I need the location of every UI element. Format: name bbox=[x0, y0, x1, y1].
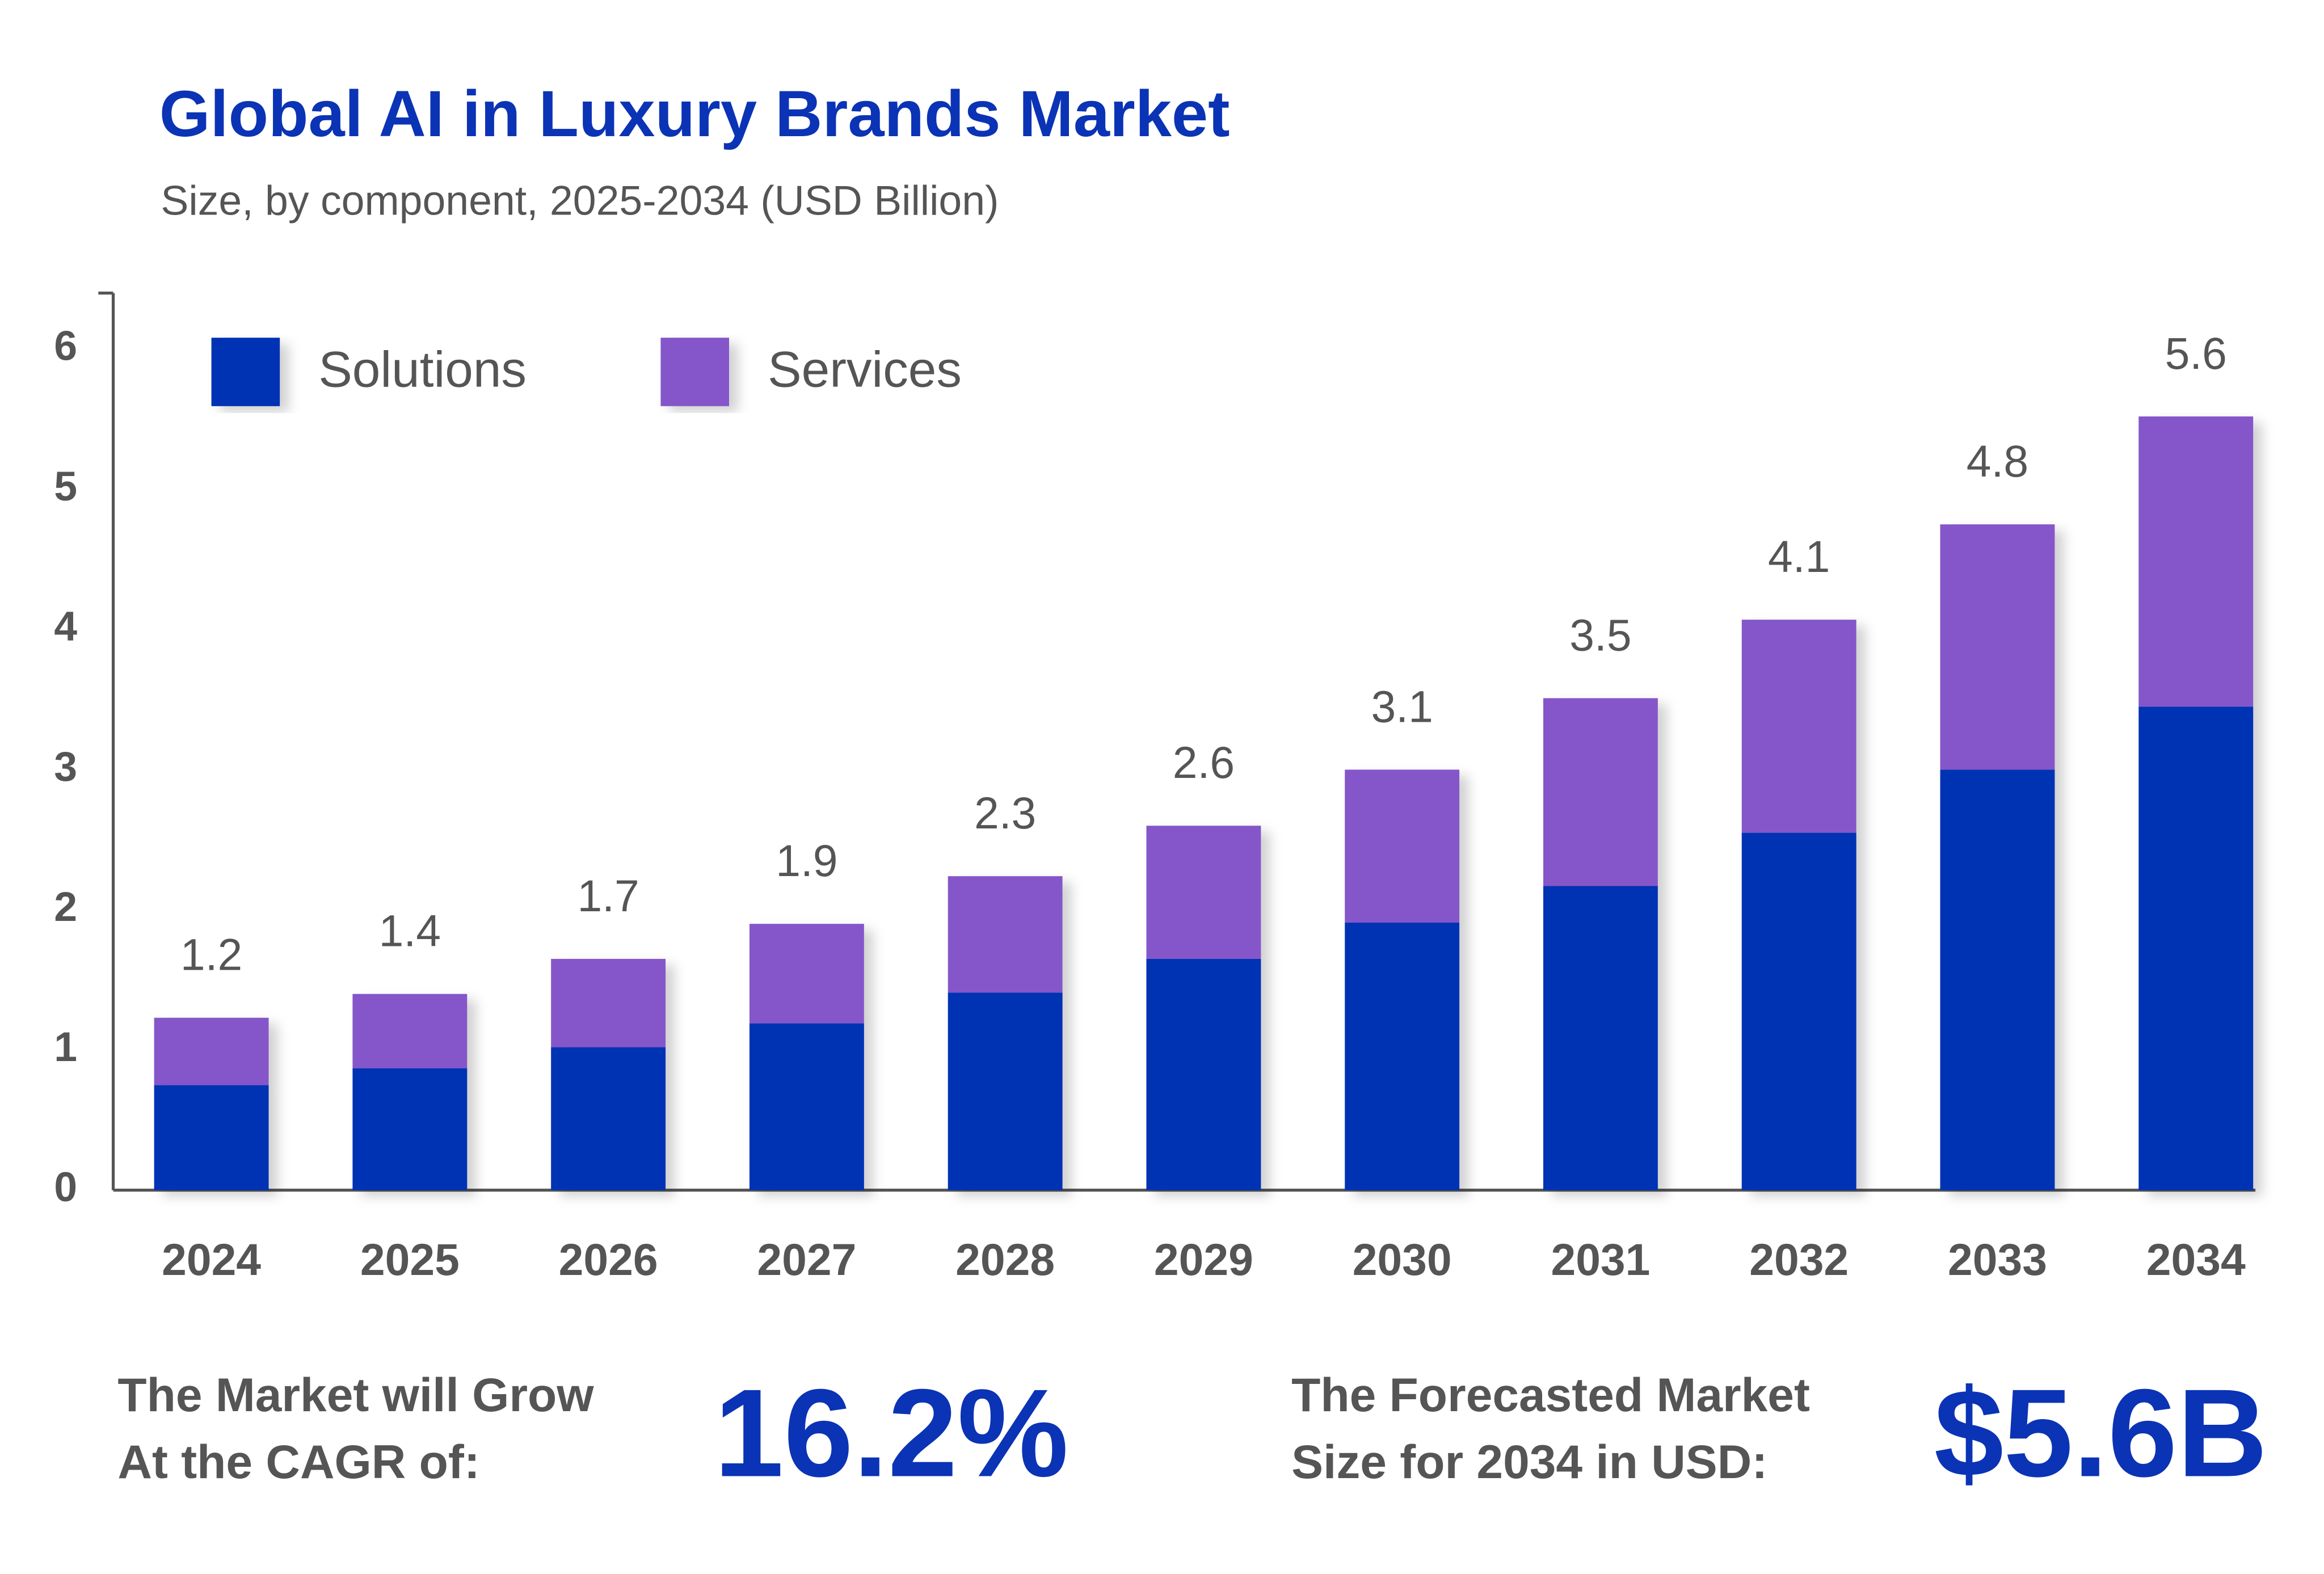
bar-segment bbox=[1146, 958, 1261, 1190]
bar-segment bbox=[749, 924, 864, 1024]
x-tick-label: 2031 bbox=[1551, 1235, 1650, 1285]
bar-segment bbox=[1543, 886, 1658, 1190]
chart-subtitle: Size, by component, 2025-2034 (USD Billi… bbox=[161, 178, 999, 224]
bar-group bbox=[2138, 416, 2254, 1190]
bar-group bbox=[749, 924, 864, 1190]
x-tick-label: 2024 bbox=[162, 1235, 261, 1285]
bar-segment bbox=[551, 1047, 666, 1190]
highlight-label: The Market will Grow bbox=[117, 1368, 594, 1421]
bar-segment bbox=[154, 1085, 269, 1190]
total-label: 3.5 bbox=[1569, 610, 1631, 660]
bar-group bbox=[1741, 620, 1856, 1190]
total-label: 4.1 bbox=[1768, 532, 1830, 582]
total-label: 4.8 bbox=[1967, 436, 2028, 486]
y-tick-label: 2 bbox=[54, 883, 77, 930]
bar-segment bbox=[1146, 826, 1261, 959]
bar-segment bbox=[1741, 620, 1856, 833]
total-label: 1.2 bbox=[180, 930, 242, 980]
x-tick-label: 2032 bbox=[1749, 1235, 1849, 1285]
y-tick-label: 0 bbox=[54, 1164, 77, 1210]
bar-segment bbox=[2138, 706, 2254, 1190]
total-label: 1.4 bbox=[379, 906, 441, 956]
bar-segment bbox=[948, 992, 1063, 1190]
bar-group bbox=[1543, 698, 1658, 1190]
legend-swatch bbox=[211, 338, 280, 406]
y-tick-label: 6 bbox=[54, 323, 77, 369]
x-tick-label: 2026 bbox=[559, 1235, 658, 1285]
highlight-value: $5.6B bbox=[1934, 1363, 2268, 1503]
bar-segment bbox=[1940, 769, 2055, 1190]
x-tick-label: 2030 bbox=[1353, 1235, 1452, 1285]
y-tick-label: 4 bbox=[54, 603, 77, 650]
y-tick-label: 3 bbox=[54, 743, 77, 790]
bar-segment bbox=[551, 958, 666, 1047]
total-label: 2.6 bbox=[1173, 738, 1235, 788]
x-tick-label: 2029 bbox=[1154, 1235, 1253, 1285]
bar-segment bbox=[1543, 698, 1658, 886]
x-tick-label: 2025 bbox=[360, 1235, 460, 1285]
bar-segment bbox=[352, 1068, 468, 1190]
bar-group bbox=[1940, 524, 2055, 1190]
highlight-label: Size for 2034 in USD: bbox=[1291, 1435, 1767, 1488]
bar-segment bbox=[352, 994, 468, 1068]
total-label: 2.3 bbox=[974, 788, 1036, 838]
bar-group bbox=[1146, 826, 1261, 1190]
x-tick-label: 2027 bbox=[757, 1235, 856, 1285]
bar-group bbox=[1345, 769, 1460, 1190]
bar-segment bbox=[1345, 922, 1460, 1190]
y-tick-label: 5 bbox=[54, 463, 77, 510]
total-label: 3.1 bbox=[1371, 681, 1433, 731]
x-tick-label: 2028 bbox=[955, 1235, 1055, 1285]
total-label: 1.7 bbox=[577, 871, 639, 921]
bar-segment bbox=[1940, 524, 2055, 770]
bar-group bbox=[352, 994, 468, 1190]
bar-segment bbox=[948, 876, 1063, 993]
bar-segment bbox=[1345, 769, 1460, 923]
bar-group bbox=[948, 876, 1063, 1190]
total-label: 5.6 bbox=[2165, 329, 2227, 378]
highlight-label: The Forecasted Market bbox=[1291, 1368, 1810, 1421]
x-tick-label: 2033 bbox=[1948, 1235, 2047, 1285]
bar-segment bbox=[749, 1023, 864, 1190]
legend-label: Services bbox=[768, 341, 962, 398]
x-tick-label: 2034 bbox=[2146, 1235, 2246, 1285]
y-tick-label: 1 bbox=[54, 1024, 77, 1070]
bar-group bbox=[551, 958, 666, 1190]
chart-title: Global AI in Luxury Brands Market bbox=[159, 78, 1230, 150]
bar-group bbox=[154, 1017, 269, 1190]
legend-swatch bbox=[660, 338, 730, 406]
total-label: 1.9 bbox=[776, 836, 837, 886]
highlight-value: 16.2% bbox=[714, 1363, 1068, 1503]
legend-label: Solutions bbox=[318, 341, 527, 398]
bar-segment bbox=[154, 1017, 269, 1085]
bar-segment bbox=[1741, 832, 1856, 1190]
highlight-label: At the CAGR of: bbox=[117, 1435, 479, 1488]
bar-segment bbox=[2138, 416, 2254, 707]
